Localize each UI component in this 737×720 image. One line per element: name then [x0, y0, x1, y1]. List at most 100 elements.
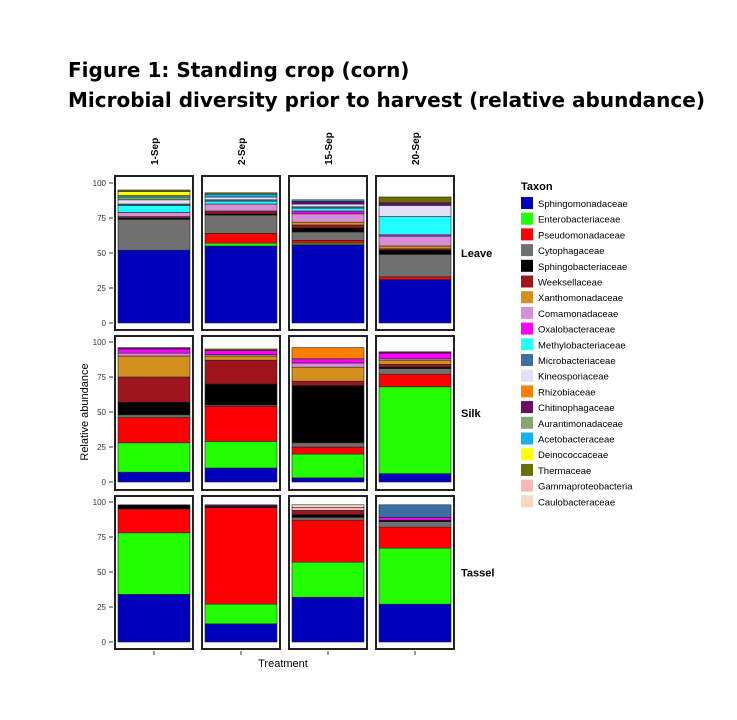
bar-segment-sphingomonadaceae [117, 594, 191, 643]
legend-swatch [521, 228, 533, 241]
legend-label: Weeksellaceae [538, 278, 602, 289]
bar-segment-cytophagaceae [117, 414, 191, 418]
y-tick-label: 25 [97, 603, 106, 612]
legend-swatch [521, 291, 533, 304]
legend-swatch [521, 401, 533, 414]
bar-segment-sphingobacteriaceae [204, 383, 278, 406]
y-tick-label: 75 [97, 533, 106, 542]
column-strip-label: 20-Sep [411, 132, 422, 165]
bar-segment-weeksellaceae [204, 210, 278, 215]
bar-segment-cytophagaceae [204, 214, 278, 234]
bar-segment-sphingomonadaceae [291, 244, 365, 324]
legend-swatch [521, 259, 533, 272]
bar-segment-comamonadaceae [117, 352, 191, 357]
legend-swatch [521, 306, 533, 319]
bar-segment-oxalobacteraceae [291, 358, 365, 364]
bar-segment-xanthomonadaceae [204, 355, 278, 361]
legend-swatch [521, 495, 533, 508]
y-axis-label: Relative abundance [79, 363, 91, 460]
bar-segment-chitinophagaceae [204, 504, 278, 507]
bar-segment-enterobacteriaceae [204, 242, 278, 247]
bar-segment-oxalobacteraceae [291, 210, 365, 215]
legend-label: Comamonadaceae [538, 309, 618, 320]
bar-segment-methylobacteriaceae [117, 205, 191, 213]
column-strip-label: 15-Sep [324, 132, 335, 165]
bar-segment-chitinophagaceae [117, 347, 191, 350]
y-tick-label: 25 [97, 284, 106, 293]
bar-segment-kineosporiaceae [378, 205, 452, 217]
bar-segment-cytophagaceae [291, 231, 365, 241]
bar-segment-kineosporiaceae [291, 203, 365, 208]
y-tick-label: 0 [102, 638, 107, 647]
bar-segment-enterobacteriaceae [117, 442, 191, 473]
legend-swatch [521, 479, 533, 492]
bar-segment-comamonadaceae [291, 362, 365, 368]
figure-title-line-2: Microbial diversity prior to harvest (re… [68, 88, 705, 112]
legend-swatch [521, 244, 533, 257]
bar-segment-sphingobacteriaceae [117, 401, 191, 416]
bar-segment-cytophagaceae [291, 517, 365, 521]
bar-segment-pseudomonadaceae [378, 276, 452, 280]
y-tick-label: 50 [97, 408, 106, 417]
bar-segment-xanthomonadaceae [291, 366, 365, 382]
bar-segment-caulobacteraceae [291, 504, 365, 508]
bar-segment-xanthomonadaceae [291, 221, 365, 226]
bar-segment-sphingomonadaceae [204, 467, 278, 483]
legend-swatch [521, 432, 533, 445]
bar-segment-pseudomonadaceae [204, 507, 278, 605]
bar-segment-sphingobacteriaceae [378, 249, 452, 255]
bar-segment-methylobacteriaceae [291, 207, 365, 212]
bar-segment-xanthomonadaceae [117, 355, 191, 378]
bar-segment-chitinophagaceae [378, 351, 452, 354]
bar-segment-cytophagaceae [291, 442, 365, 448]
bar-segment-kineosporiaceae [204, 196, 278, 201]
bar-segment-sphingobacteriaceae [291, 514, 365, 518]
bar-segment-weeksellaceae [117, 376, 191, 403]
bar-segment-enterobacteriaceae [117, 532, 191, 595]
bar-segment-oxalobacteraceae [204, 350, 278, 355]
bar-segment-aurantimonadaceae [117, 196, 191, 201]
legend-swatch [521, 275, 533, 288]
legend-swatch [521, 369, 533, 382]
bar-segment-sphingomonadaceae [291, 596, 365, 643]
bar-segment-pseudomonadaceae [117, 508, 191, 534]
bar-segment-methylobacteriaceae [378, 216, 452, 236]
legend-swatch [521, 338, 533, 351]
bar-segment-rhizobiaceae [291, 347, 365, 360]
bar-segment-comamonadaceae [117, 212, 191, 217]
bar-segment-weeksellaceae [204, 359, 278, 385]
y-tick-label: 75 [97, 373, 106, 382]
bar-segment-acetobacteraceae [291, 199, 365, 202]
bar-segment-sphingobacteriaceae [117, 504, 191, 510]
bar-segment-comamonadaceae [291, 213, 365, 223]
y-tick-label: 50 [97, 249, 106, 258]
bar-segment-deinococcaceae [117, 191, 191, 196]
legend-label: Cytophagaceae [538, 246, 605, 257]
legend-label: Microbacteriaceae [538, 356, 616, 367]
bar-segment-sphingobacteriaceae [291, 385, 365, 444]
legend-label: Thermaceae [538, 466, 591, 477]
bar-segment-sphingobacteriaceae [291, 227, 365, 233]
bar-segment-sphingomonadaceae [291, 477, 365, 483]
bar-segment-weeksellaceae [291, 510, 365, 515]
bar-segment-microbacteriaceae [378, 504, 452, 518]
legend-title: Taxon [521, 181, 553, 193]
row-strip-label: Leave [461, 248, 492, 260]
figure-title-line-1: Figure 1: Standing crop (corn) [68, 58, 410, 82]
legend-label: Rhizobiaceae [538, 387, 596, 398]
y-tick-label: 100 [93, 179, 107, 188]
legend-label: Gammaproteobacteria [538, 482, 633, 493]
legend-swatch [521, 354, 533, 366]
bar-segment-acetobacteraceae [204, 193, 278, 198]
legend-label: Kineosporiaceae [538, 372, 609, 383]
bar-segment-weeksellaceae [291, 224, 365, 229]
bar-segment-gammaproteobacteria [291, 507, 365, 511]
bar-segment-thermaceae [204, 348, 278, 351]
bar-segment-sphingomonadaceae [378, 473, 452, 483]
y-tick-label: 100 [93, 338, 107, 347]
legend-swatch [521, 416, 533, 429]
bar-segment-sphingomonadaceae [204, 245, 278, 324]
bar-segment-sphingomonadaceae [378, 603, 452, 643]
bar-segment-sphingomonadaceae [117, 249, 191, 324]
x-axis-label: Treatment [258, 658, 308, 670]
